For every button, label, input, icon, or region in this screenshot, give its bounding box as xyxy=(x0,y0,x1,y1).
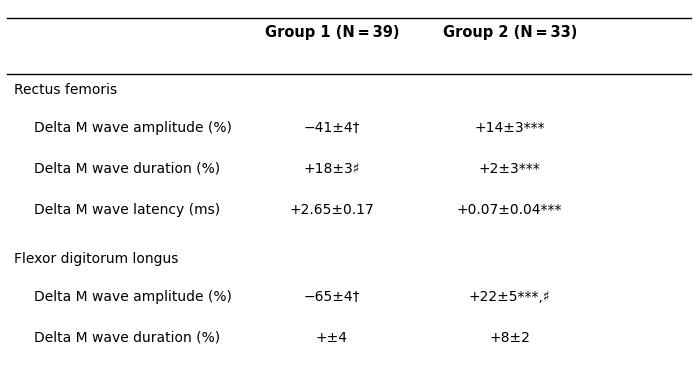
Text: +±4: +±4 xyxy=(316,331,348,345)
Text: +22±5***,♯: +22±5***,♯ xyxy=(469,290,551,304)
Text: Group 2 (N = 33): Group 2 (N = 33) xyxy=(443,25,577,40)
Text: Delta M wave amplitude (%): Delta M wave amplitude (%) xyxy=(34,121,232,135)
Text: Flexor digitorum longus: Flexor digitorum longus xyxy=(14,252,178,266)
Text: Delta M wave duration (%): Delta M wave duration (%) xyxy=(34,162,221,176)
Text: +2.65±0.17: +2.65±0.17 xyxy=(290,203,374,217)
Text: +18±3♯: +18±3♯ xyxy=(304,162,360,176)
Text: +14±3***: +14±3*** xyxy=(475,121,545,135)
Text: Rectus femoris: Rectus femoris xyxy=(14,83,117,97)
Text: +2±3***: +2±3*** xyxy=(479,162,541,176)
Text: Delta M wave latency (ms): Delta M wave latency (ms) xyxy=(34,203,221,217)
Text: Delta M wave duration (%): Delta M wave duration (%) xyxy=(34,331,221,345)
Text: Delta M wave amplitude (%): Delta M wave amplitude (%) xyxy=(34,290,232,304)
Text: Group 1 (N = 39): Group 1 (N = 39) xyxy=(265,25,399,40)
Text: +8±2: +8±2 xyxy=(489,331,530,345)
Text: −41±4†: −41±4† xyxy=(304,121,360,135)
Text: −65±4†: −65±4† xyxy=(304,290,360,304)
Text: +0.07±0.04***: +0.07±0.04*** xyxy=(457,203,563,217)
